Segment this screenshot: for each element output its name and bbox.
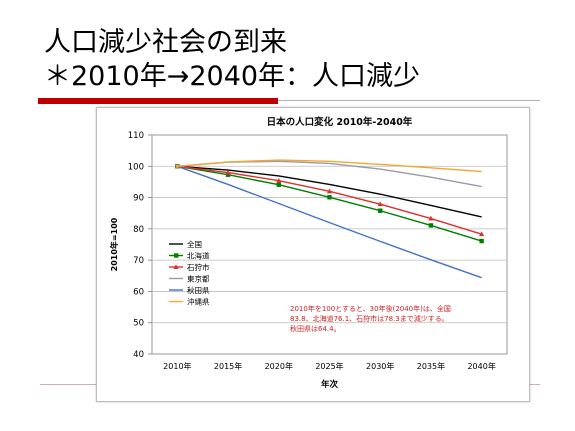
annotation-text: 83.8、北海道76.1、石狩市は78.3まで減少する。 <box>290 314 449 323</box>
chart-title: 日本の人口変化 2010年-2040年 <box>267 116 413 128</box>
legend-marker <box>173 264 179 269</box>
series-line <box>177 159 482 173</box>
data-point <box>479 231 485 237</box>
legend-label: 北海道 <box>187 251 210 261</box>
slide-title-line1: 人口減少社会の到来 <box>44 27 287 58</box>
annotation-text: 2010年を100とすると、30年後(2040年)は、全国 <box>290 304 451 313</box>
x-tick-label: 2030年 <box>366 361 394 371</box>
y-tick-label: 80 <box>133 225 144 235</box>
y-tick-label: 40 <box>133 350 144 360</box>
y-tick-label: 60 <box>133 287 144 297</box>
x-tick-label: 2010年 <box>163 361 191 371</box>
data-point <box>276 182 281 187</box>
x-tick-label: 2040年 <box>467 361 495 371</box>
y-tick-label: 110 <box>128 131 144 141</box>
title-divider-line <box>278 100 540 101</box>
y-tick-label: 70 <box>133 256 144 266</box>
data-point <box>428 223 434 228</box>
y-tick-label: 50 <box>133 319 144 329</box>
chart-frame: 日本の人口変化 2010年-2040年 40 50 60 70 80 90 100 110 201… <box>96 107 530 402</box>
data-point <box>327 195 332 200</box>
data-point <box>225 172 231 177</box>
slide-title: 人口減少社会の到来 ＊2010年→2040年：人口減少 <box>44 26 420 94</box>
data-point <box>479 238 484 244</box>
x-tick-label: 2025年 <box>315 361 343 371</box>
x-tick-label: 2015年 <box>214 361 242 371</box>
data-point <box>377 201 383 207</box>
legend-marker <box>174 253 179 258</box>
data-point <box>378 208 383 213</box>
data-point <box>276 177 282 183</box>
data-point <box>225 169 231 175</box>
x-tick-label: 2020年 <box>265 361 293 371</box>
legend-label: 秋田県 <box>187 285 210 295</box>
y-tick-label: 100 <box>128 162 144 172</box>
x-tick-label: 2035年 <box>417 361 445 371</box>
annotation-text: 秋田県は64.4。 <box>290 324 341 333</box>
legend-label: 東京都 <box>187 274 210 284</box>
y-axis-label: 2010年=100 <box>109 217 119 271</box>
data-point <box>175 164 179 168</box>
x-axis-label: 年次 <box>321 379 339 390</box>
slide-title-line2: ＊2010年→2040年：人口減少 <box>44 61 421 92</box>
population-line-chart: 日本の人口変化 2010年-2040年 40 50 60 70 80 90 100 110 201… <box>109 116 508 390</box>
data-point <box>326 188 333 194</box>
title-accent-bar <box>38 98 278 104</box>
series-line <box>177 165 482 279</box>
y-tick-label: 90 <box>133 194 144 204</box>
data-point <box>428 215 434 221</box>
legend-label: 石狩市 <box>187 262 210 272</box>
legend-label: 全国 <box>187 239 202 249</box>
legend-label: 沖縄県 <box>187 297 210 307</box>
